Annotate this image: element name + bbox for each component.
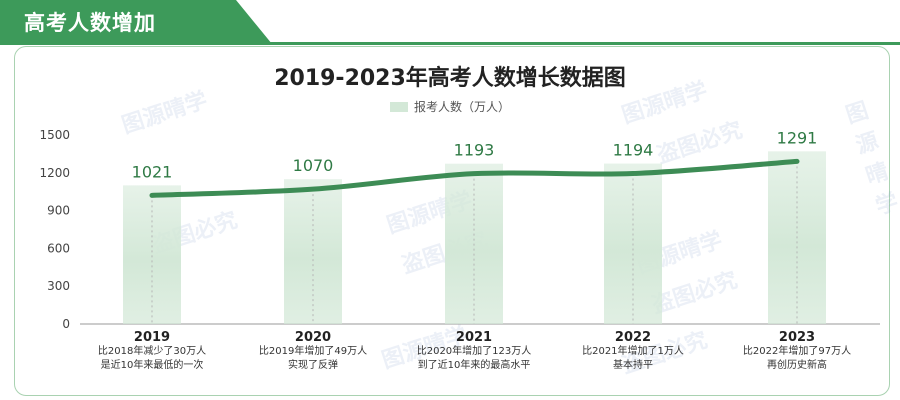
y-tick-label: 1500 [39, 128, 70, 142]
year-note-line: 比2022年增加了97万人 [742, 346, 852, 357]
y-tick-label: 900 [47, 204, 70, 218]
data-label: 1194 [613, 141, 654, 160]
y-tick-label: 300 [47, 279, 70, 293]
y-tick-label: 600 [47, 241, 70, 255]
year-note-line: 再创历史新高 [767, 360, 827, 371]
year-note: 比2019年增加了49万人 实现了反弹 [233, 345, 393, 373]
year-note-line: 到了近10年来的最高水平 [417, 360, 531, 371]
data-label: 1291 [777, 128, 818, 147]
year-note-line: 比2018年减少了30万人 [97, 346, 207, 357]
legend-label: 报考人数（万人） [413, 100, 510, 114]
year-note: 比2021年增加了1万人 基本持平 [553, 345, 713, 373]
data-label: 1070 [293, 156, 334, 175]
chart-legend: 报考人数（万人） [0, 98, 900, 115]
x-tick-label: 2019 [134, 330, 170, 345]
x-tick-label: 2022 [615, 330, 651, 345]
legend-swatch [389, 101, 408, 112]
year-note-line: 是近10年来最低的一次 [100, 360, 204, 371]
chart-title: 2019-2023年高考人数增长数据图 [274, 66, 626, 91]
x-tick-label: 2020 [295, 330, 331, 345]
year-note-line: 比2019年增加了49万人 [258, 346, 368, 357]
header-divider [0, 42, 900, 45]
year-note-line: 基本持平 [613, 360, 653, 371]
year-note: 比2018年减少了30万人 是近10年来最低的一次 [72, 345, 232, 373]
year-note: 比2022年增加了97万人 再创历史新高 [717, 345, 877, 373]
trend-line [149, 158, 800, 198]
data-label: 1193 [454, 141, 495, 160]
data-label: 1021 [132, 162, 173, 181]
year-note-line: 比2020年增加了123万人 [416, 346, 532, 357]
y-tick-label: 1200 [39, 166, 70, 180]
section-title: 高考人数增加 [24, 11, 156, 35]
y-tick-label: 0 [62, 317, 70, 331]
x-tick-label: 2023 [779, 330, 815, 345]
year-note-line: 实现了反弹 [288, 360, 338, 371]
year-note: 比2020年增加了123万人 到了近10年来的最高水平 [394, 345, 554, 373]
x-tick-label: 2021 [456, 330, 492, 345]
year-note-line: 比2021年增加了1万人 [582, 346, 684, 357]
section-header: 高考人数增加 [0, 0, 272, 44]
